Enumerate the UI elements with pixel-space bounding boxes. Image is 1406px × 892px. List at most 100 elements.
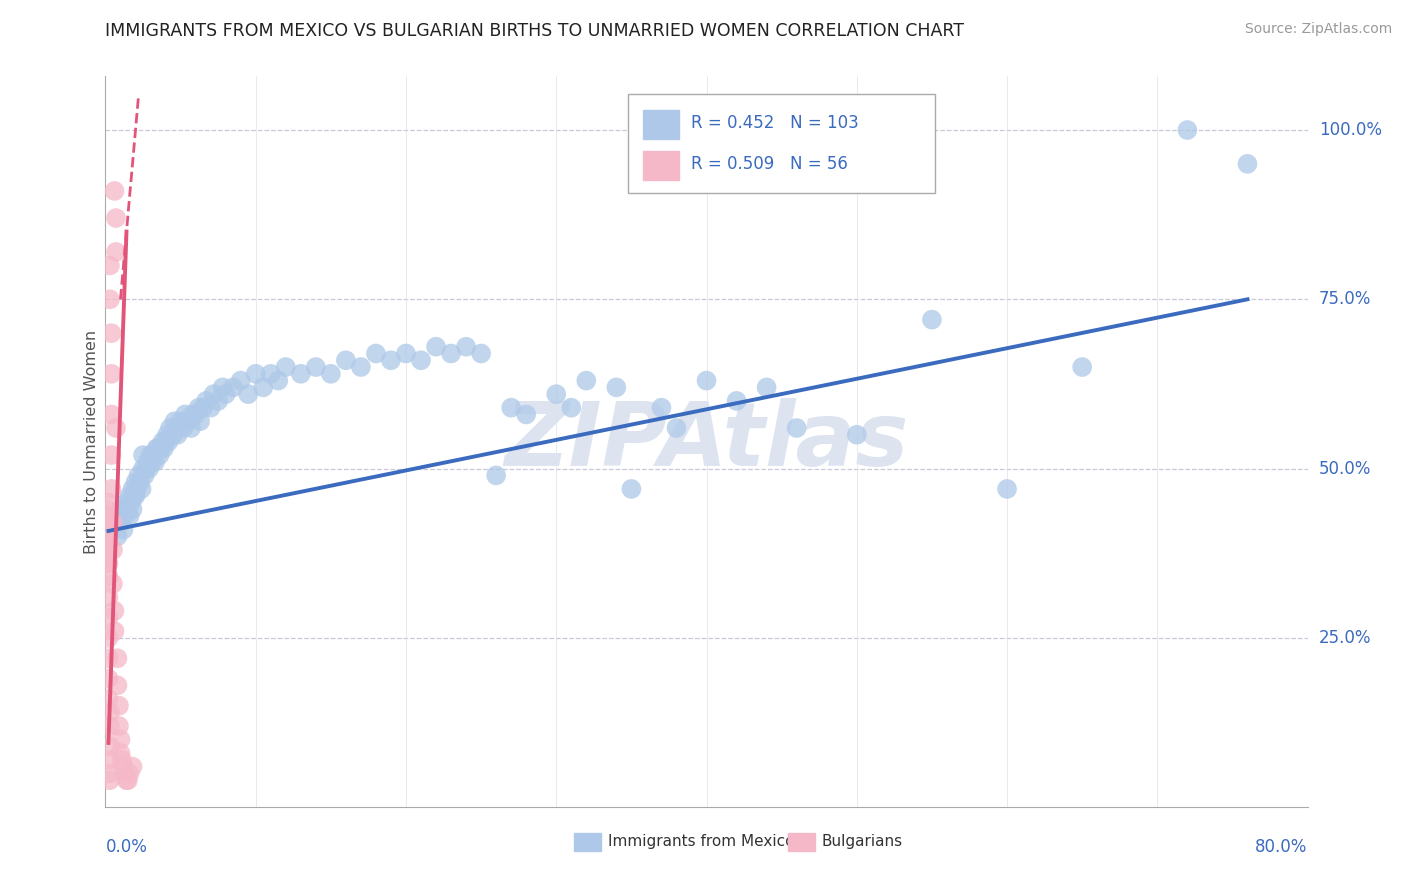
Point [409,353,432,368]
Point [114,766,136,780]
Point [97,536,120,550]
Point [245,367,267,381]
Point [454,340,477,354]
Point [100,408,122,422]
Point [786,421,808,435]
Point [995,482,1018,496]
Point [211,380,233,394]
Point [260,367,283,381]
Point [112,523,135,537]
Point [156,427,179,442]
Point [470,346,492,360]
Point [110,502,132,516]
Point [122,489,145,503]
Point [98,753,121,767]
Point [138,461,160,475]
Point [98,259,121,273]
Point [139,448,162,462]
Point [108,719,131,733]
Point [152,434,174,449]
Point [101,516,124,530]
Point [97,591,120,605]
Point [214,387,236,401]
Point [620,482,643,496]
Point [118,489,141,503]
Point [121,482,143,496]
Point [96,529,118,543]
Point [103,184,125,198]
Point [97,509,120,524]
Point [98,766,121,780]
Point [222,380,245,394]
Text: Source: ZipAtlas.com: Source: ZipAtlas.com [1244,22,1392,37]
Point [200,401,222,415]
Point [111,753,134,767]
Point [350,359,373,374]
Point [107,529,129,543]
Point [132,461,155,475]
Point [103,624,125,639]
Point [485,468,508,483]
Point [115,495,138,509]
Point [229,374,252,388]
Point [1236,157,1258,171]
Point [124,489,146,503]
Point [238,387,260,401]
Point [165,421,187,435]
Point [395,346,418,360]
Point [187,401,209,415]
Point [665,421,688,435]
Point [103,604,125,618]
Point [174,408,197,422]
Point [100,482,122,496]
Point [97,631,120,645]
Text: Bulgarians: Bulgarians [823,834,903,849]
Point [191,401,214,415]
Point [98,706,121,720]
Point [1175,123,1198,137]
Point [98,739,121,754]
Point [305,359,328,374]
Point [148,448,170,462]
Point [110,746,132,760]
Text: 50.0%: 50.0% [1319,459,1371,477]
Point [96,516,118,530]
Point [108,698,131,713]
Text: R = 0.509   N = 56: R = 0.509 N = 56 [690,155,848,173]
Point [110,516,132,530]
Point [177,414,200,428]
Point [440,346,463,360]
Point [121,759,143,773]
Point [181,408,204,422]
Text: IMMIGRANTS FROM MEXICO VS BULGARIAN BIRTHS TO UNMARRIED WOMEN CORRELATION CHART: IMMIGRANTS FROM MEXICO VS BULGARIAN BIRT… [105,22,965,40]
Point [100,448,122,462]
Text: R = 0.452   N = 103: R = 0.452 N = 103 [690,114,859,132]
Point [97,570,120,584]
Point [114,509,136,524]
Point [274,359,297,374]
Point [195,393,218,408]
Point [132,448,155,462]
Point [575,374,598,388]
Point [290,367,312,381]
Point [162,427,184,442]
Point [142,448,165,462]
Point [104,244,127,259]
Text: 100.0%: 100.0% [1319,121,1382,139]
Point [184,408,207,422]
Point [96,502,118,516]
Point [605,380,627,394]
Point [136,455,159,469]
Bar [789,833,814,851]
Point [135,461,157,475]
Point [755,380,778,394]
Point [97,610,120,624]
Point [104,211,127,225]
Text: Immigrants from Mexico: Immigrants from Mexico [607,834,794,849]
Point [100,326,122,341]
Bar [643,151,679,180]
Point [207,393,229,408]
Point [124,475,146,490]
Text: 0.0%: 0.0% [105,838,148,855]
Point [364,346,387,360]
